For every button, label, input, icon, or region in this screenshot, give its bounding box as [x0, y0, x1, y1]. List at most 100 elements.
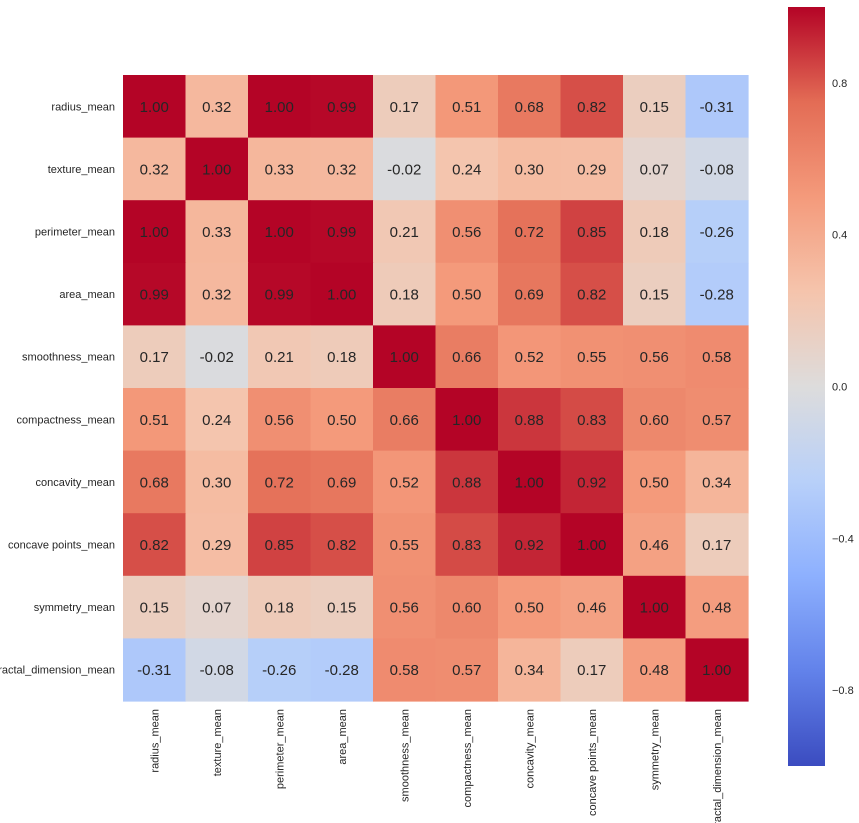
y-tick-label: perimeter_mean [35, 227, 115, 239]
heatmap-cell-9-1 [185, 638, 249, 702]
cell-value-1-0: 0.32 [140, 161, 169, 178]
cell-value-9-3: -0.28 [325, 662, 359, 679]
heatmap-cell-7-1 [185, 513, 249, 577]
cell-value-4-0: 0.17 [140, 349, 169, 366]
cell-value-1-5: 0.24 [452, 161, 481, 178]
cell-value-2-6: 0.72 [515, 224, 544, 241]
heatmap-cell-4-1 [185, 325, 249, 389]
colorbar-tick-labels: 0.8 0.4 0.0 −0.4 −0.8 [832, 78, 854, 697]
heatmap-cell-5-4 [373, 388, 437, 452]
heatmap-cell-0-4 [373, 75, 437, 139]
heatmap-cell-3-7 [560, 262, 624, 326]
cell-value-5-6: 0.88 [515, 412, 544, 429]
x-tick-label: smoothness_mean [399, 709, 411, 802]
heatmap-cell-1-9 [685, 137, 749, 201]
heatmap-cell-6-7 [560, 450, 624, 514]
cell-value-9-9: 1.00 [702, 662, 731, 679]
heatmap-cell-6-9 [685, 450, 749, 514]
y-tick-label: fractal_dimension_mean [0, 665, 115, 677]
heatmap-cell-6-0 [123, 450, 187, 514]
heatmap-cell-1-8 [623, 137, 687, 201]
heatmap-cell-0-5 [435, 75, 499, 139]
cell-value-3-7: 0.82 [577, 287, 606, 304]
cell-value-5-1: 0.24 [202, 412, 231, 429]
heatmap-cell-5-2 [248, 388, 312, 452]
heatmap-cell-8-8 [623, 575, 687, 639]
cell-value-8-5: 0.60 [452, 600, 481, 617]
heatmap-cell-3-3 [310, 262, 374, 326]
cell-value-8-9: 0.48 [702, 600, 731, 617]
heatmap-cell-2-4 [373, 200, 437, 264]
heatmap-cell-0-9 [685, 75, 749, 139]
cell-value-5-4: 0.66 [390, 412, 419, 429]
cell-value-8-4: 0.56 [390, 600, 419, 617]
heatmap-cell-7-8 [623, 513, 687, 577]
x-tick-label: perimeter_mean [274, 709, 286, 789]
heatmap-cell-3-6 [498, 262, 562, 326]
cell-value-8-3: 0.15 [327, 600, 356, 617]
colorbar-tick-label: −0.4 [832, 533, 854, 545]
cell-value-6-9: 0.34 [702, 474, 731, 491]
y-tick-label: smoothness_mean [22, 352, 115, 364]
cell-value-7-4: 0.55 [390, 537, 419, 554]
heatmap-cell-8-0 [123, 575, 187, 639]
colorbar-tick-label: −0.8 [832, 685, 854, 697]
cell-value-1-7: 0.29 [577, 161, 606, 178]
heatmap-cell-2-7 [560, 200, 624, 264]
y-tick-label: concave points_mean [8, 540, 115, 552]
x-tick-label: symmetry_mean [649, 709, 661, 790]
cell-value-9-6: 0.34 [515, 662, 544, 679]
heatmap-cell-1-5 [435, 137, 499, 201]
heatmap-cell-8-4 [373, 575, 437, 639]
y-tick-label: compactness_mean [17, 414, 115, 426]
cell-value-0-2: 1.00 [265, 99, 294, 116]
heatmap-cell-3-0 [123, 262, 187, 326]
heatmap-cell-1-0 [123, 137, 187, 201]
cell-value-3-3: 1.00 [327, 287, 356, 304]
cell-value-9-0: -0.31 [137, 662, 171, 679]
heatmap-cell-5-0 [123, 388, 187, 452]
cell-value-8-6: 0.50 [515, 600, 544, 617]
cell-value-9-8: 0.48 [640, 662, 669, 679]
heatmap-cell-3-5 [435, 262, 499, 326]
cell-value-1-8: 0.07 [640, 161, 669, 178]
heatmap-cell-1-2 [248, 137, 312, 201]
cell-value-7-8: 0.46 [640, 537, 669, 554]
cell-value-7-6: 0.92 [515, 537, 544, 554]
y-tick-label: texture_mean [48, 164, 115, 176]
cell-value-6-3: 0.69 [327, 474, 356, 491]
cell-value-5-2: 0.56 [265, 412, 294, 429]
heatmap-cell-4-5 [435, 325, 499, 389]
y-tick-label: concavity_mean [36, 477, 116, 489]
cell-value-6-5: 0.88 [452, 474, 481, 491]
cell-value-0-7: 0.82 [577, 99, 606, 116]
heatmap-cell-1-1 [185, 137, 249, 201]
x-tick-label: fractal_dimension_mean [712, 709, 724, 823]
cell-value-6-2: 0.72 [265, 474, 294, 491]
heatmap-cell-3-9 [685, 262, 749, 326]
heatmap-cell-7-0 [123, 513, 187, 577]
cell-value-5-5: 1.00 [452, 412, 481, 429]
cell-value-0-6: 0.68 [515, 99, 544, 116]
cell-value-3-5: 0.50 [452, 287, 481, 304]
x-tick-label: compactness_mean [462, 709, 474, 807]
heatmap-cell-2-1 [185, 200, 249, 264]
heatmap-cell-4-8 [623, 325, 687, 389]
cell-value-2-8: 0.18 [640, 224, 669, 241]
heatmap-cell-8-3 [310, 575, 374, 639]
cell-value-3-0: 0.99 [140, 287, 169, 304]
heatmap-cell-8-7 [560, 575, 624, 639]
colorbar-tick-label: 0.0 [832, 382, 847, 394]
cell-value-3-6: 0.69 [515, 287, 544, 304]
heatmap-cell-4-4 [373, 325, 437, 389]
cell-value-1-3: 0.32 [327, 161, 356, 178]
heatmap-cell-2-2 [248, 200, 312, 264]
cell-value-2-3: 0.99 [327, 224, 356, 241]
heatmap-cell-3-8 [623, 262, 687, 326]
cell-value-0-5: 0.51 [452, 99, 481, 116]
cell-value-7-7: 1.00 [577, 537, 606, 554]
cell-value-5-3: 0.50 [327, 412, 356, 429]
cell-value-8-8: 1.00 [640, 600, 669, 617]
heatmap-cell-0-0 [123, 75, 187, 139]
cell-value-4-9: 0.58 [702, 349, 731, 366]
